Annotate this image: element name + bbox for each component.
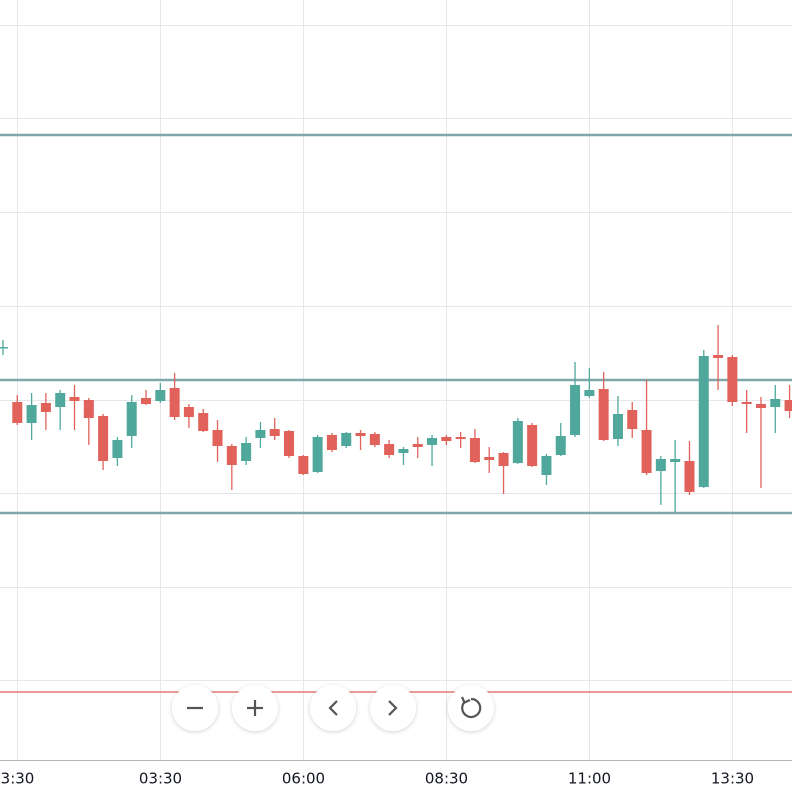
candle-body [455,437,466,439]
candle-body [469,438,480,462]
reset-button[interactable] [448,685,494,731]
candle-body [355,433,366,436]
scroll-left-button[interactable] [310,685,356,731]
zoom-in-button[interactable] [232,685,278,731]
candle-body [26,405,37,423]
candle-body [155,390,166,401]
candle-body [98,416,109,461]
candle-body [126,402,137,436]
candle-body [527,425,538,466]
candle-body [212,430,223,446]
candle-body [741,402,752,404]
candle-body [298,456,309,474]
candle-body [641,430,652,473]
candle-body [241,443,252,461]
candle-body [40,403,51,412]
candle-body [198,413,209,431]
x-tick-label: 06:00 [282,770,325,788]
x-tick-label: 11:00 [568,770,611,788]
candle-body [269,429,280,436]
candle-body [284,431,295,456]
candle-body [655,459,666,471]
candle-body [169,388,180,417]
candle-body [698,356,709,487]
candle-body [12,402,23,423]
candle-body [55,393,66,407]
x-tick-label: 3:30 [1,770,35,788]
candle-body [341,433,352,446]
candle-body [684,461,695,492]
candle-body [398,449,409,453]
candle-body [555,436,566,455]
candle-body [427,438,438,445]
candle-body [412,444,423,447]
candle-body [183,407,194,417]
button-bg[interactable] [310,685,356,731]
candle-body [112,440,123,458]
candle-body [326,435,337,450]
x-axis-labels: 3:30 03:30 06:00 08:30 11:00 13:30 [1,770,754,788]
candle-body [727,357,738,402]
scroll-right-button[interactable] [370,685,416,731]
price-levels [0,133,792,693]
candle-body [570,385,581,435]
candle-body [784,400,792,411]
candle-body [255,430,266,438]
candle-body [541,456,552,475]
candle-body [670,459,681,462]
candle-body [584,390,595,396]
x-tick-label: 13:30 [711,770,754,788]
zoom-out-button[interactable] [172,685,218,731]
candle-body [512,421,523,463]
button-bg[interactable] [448,685,494,731]
candle-body [627,410,638,429]
candle-body [498,453,509,466]
candle-body [612,414,623,439]
candle-body [770,399,781,407]
candle-body [713,355,724,358]
right-icon [388,700,398,716]
candle-body [226,446,237,465]
candle-body [141,398,152,404]
candle-body [69,397,80,401]
candle-body [312,437,323,472]
candles [0,325,792,512]
candle-body [441,437,452,441]
toolbar [172,685,494,731]
reset-icon [461,697,482,719]
candle-body [484,457,495,460]
candle-body [83,400,94,418]
x-tick-label: 08:30 [425,770,468,788]
candle-body [384,444,395,455]
x-tick-label: 03:30 [139,770,182,788]
candle-body [755,404,766,408]
candle-body [0,347,9,349]
reset-arrow [460,696,471,704]
candle-body [369,434,380,445]
button-bg[interactable] [370,685,416,731]
left-icon [328,700,338,716]
candle-body [598,389,609,440]
